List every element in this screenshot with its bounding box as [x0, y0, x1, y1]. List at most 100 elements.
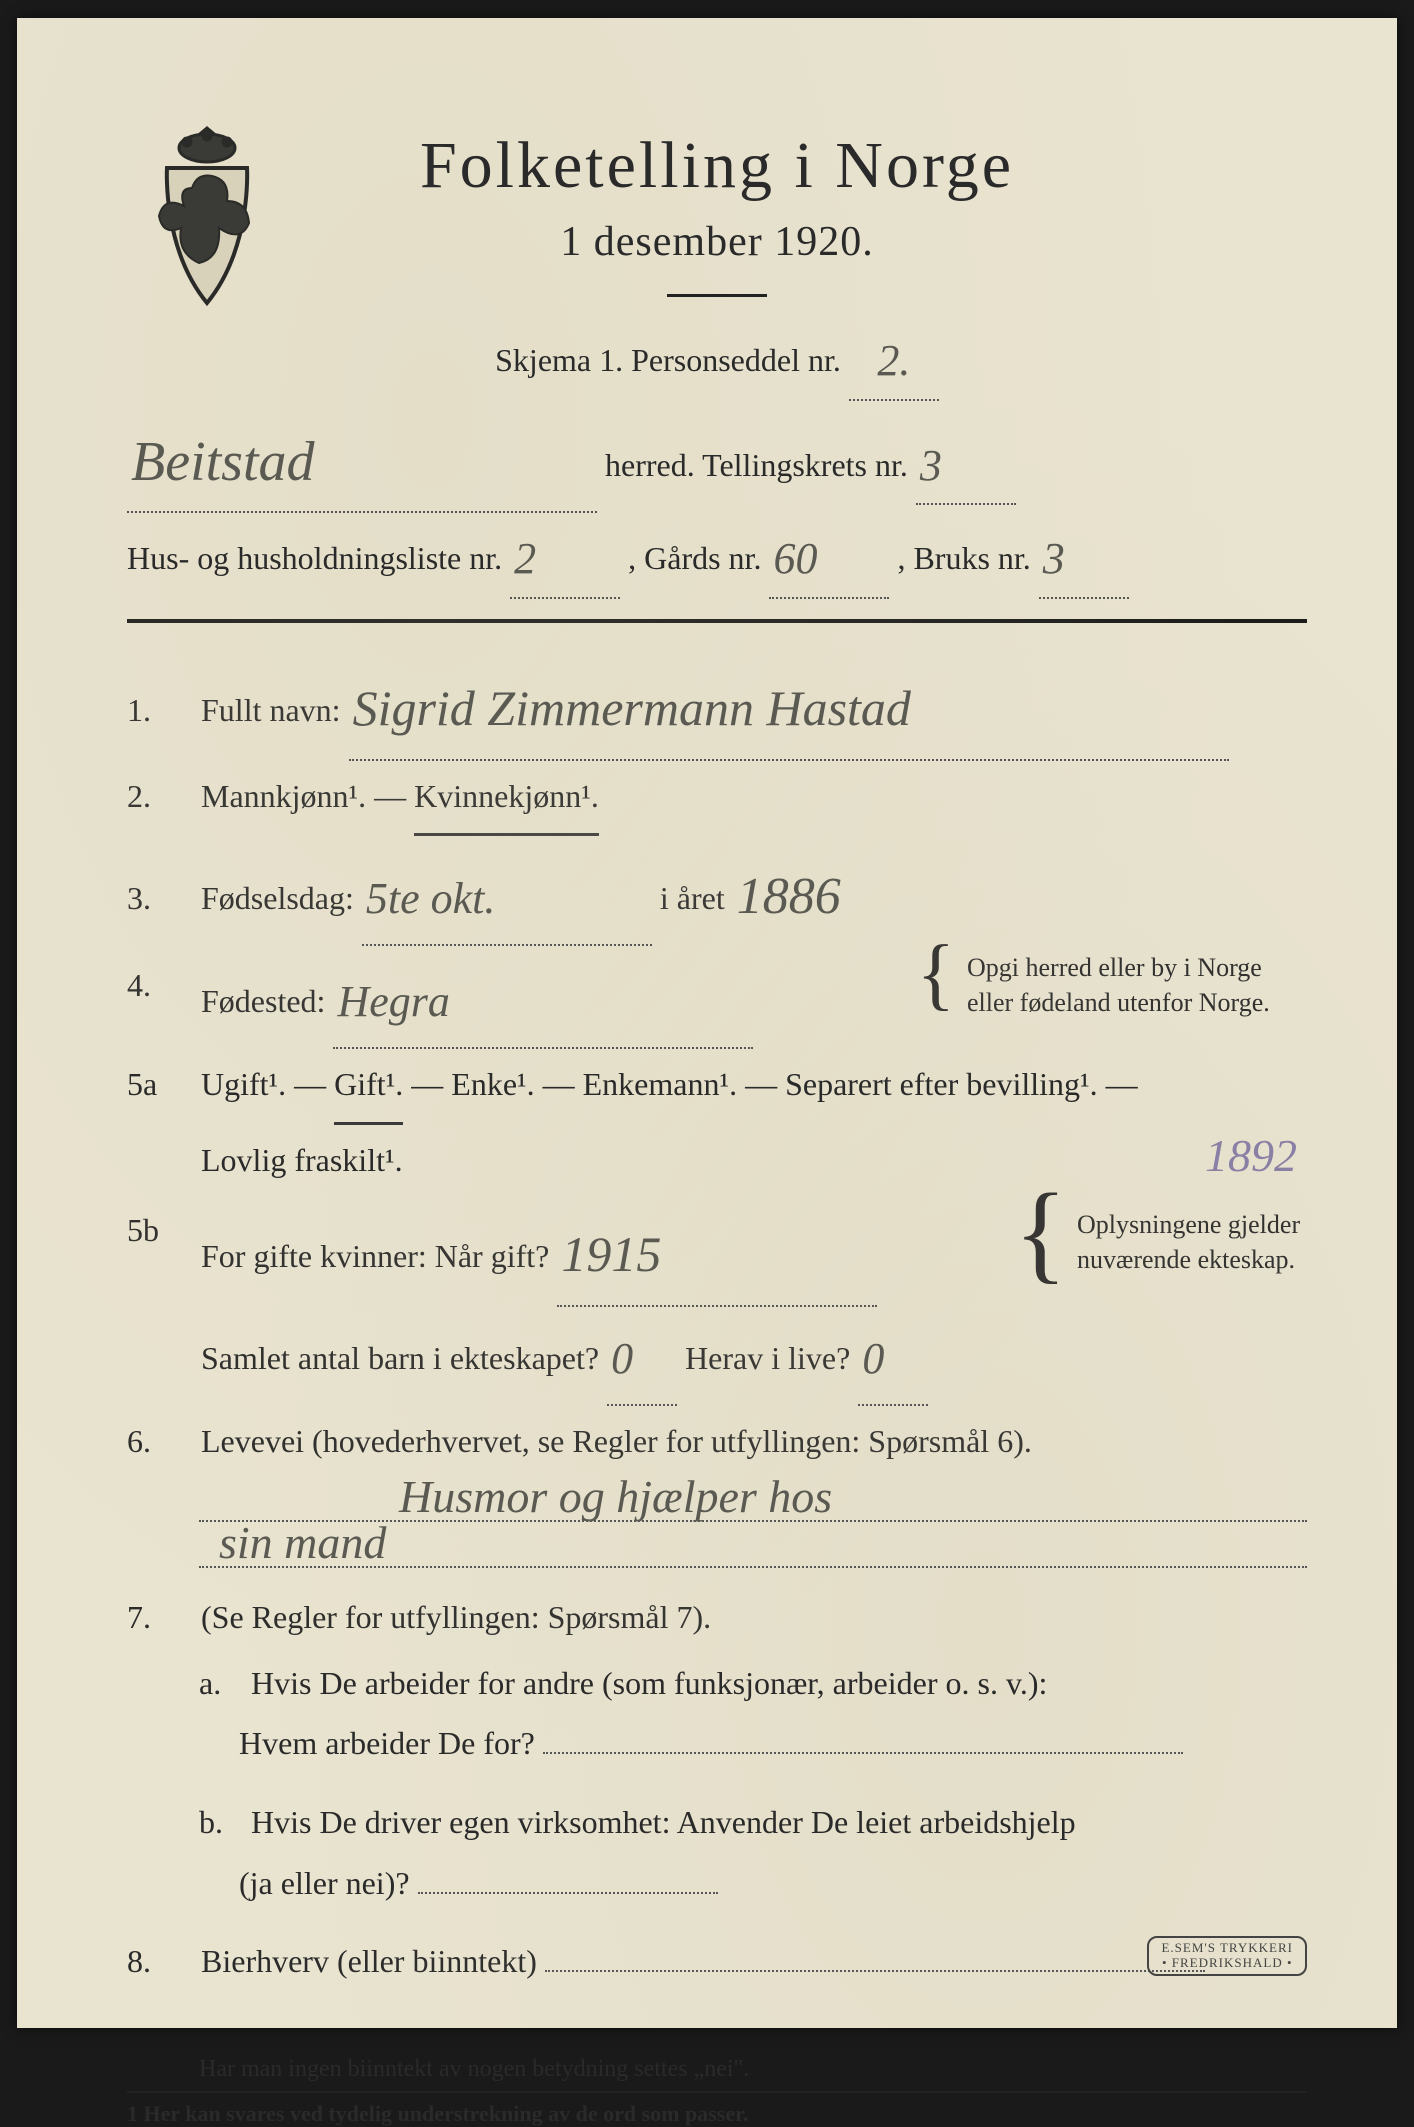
q3-num: 3.	[127, 863, 187, 933]
children-alive-value: 0	[862, 1334, 884, 1383]
q1-label: Fullt navn:	[201, 692, 341, 728]
birth-day-field[interactable]: 5te okt.	[362, 847, 652, 946]
q3-mid: i året	[660, 880, 725, 916]
question-2: 2. Mannkjønn¹. — Kvinnekjønn¹.	[127, 761, 1307, 836]
q2-num: 2.	[127, 761, 187, 831]
q7-header: (Se Regler for utfyllingen: Spørsmål 7).	[201, 1599, 711, 1635]
birth-day-value: 5te okt.	[366, 874, 496, 923]
children-total-value: 0	[611, 1334, 633, 1383]
gards-nr-field[interactable]: 60	[769, 513, 889, 599]
q5b-alive-label: Herav i live?	[685, 1340, 850, 1376]
form-title: Folketelling i Norge	[127, 128, 1307, 204]
question-7: 7. (Se Regler for utfyllingen: Spørsmål …	[127, 1582, 1307, 1652]
pencil-annotation: 1892	[1205, 1105, 1297, 1206]
birthplace-value: Hegra	[337, 977, 449, 1026]
schema-line: Skjema 1. Personseddel nr. 2.	[127, 315, 1307, 401]
schema-label: Skjema 1. Personseddel nr.	[495, 342, 841, 378]
birth-year-value: 1886	[737, 868, 841, 925]
q7a-num: a.	[199, 1653, 243, 1714]
q5b-num: 5b	[127, 1195, 187, 1265]
personseddel-nr-field[interactable]: 2.	[849, 315, 939, 401]
q8-label: Bierhverv (eller biinntekt)	[201, 1943, 537, 1979]
footnote-nei: Har man ingen biinntekt av nogen betydni…	[199, 2056, 1307, 2083]
herred-label: herred. Tellingskrets nr.	[605, 447, 908, 483]
q5a-opt6[interactable]: Lovlig fraskilt¹.	[201, 1142, 403, 1178]
q5a-opt1[interactable]: Ugift¹.	[201, 1066, 286, 1102]
full-name-value: Sigrid Zimmermann Hastad	[353, 680, 911, 736]
question-6: 6. Levevei (hovederhvervet, se Regler fo…	[127, 1406, 1307, 1476]
q5a-opt4[interactable]: Enkemann¹.	[583, 1066, 737, 1102]
footnote-underline: 1 Her kan svares ved tydelig understrekn…	[127, 2091, 1307, 2127]
q7b-text1: Hvis De driver egen virksomhet: Anvender…	[251, 1804, 1076, 1840]
q5b-side-text: Oplysningene gjelder nuværende ekteskap.	[1077, 1210, 1300, 1274]
question-5b: 5b For gifte kvinner: Når gift? 1915 Sam…	[127, 1195, 1307, 1406]
hush-nr-value: 2	[514, 534, 536, 583]
tellingskrets-value: 3	[920, 441, 942, 490]
q7b-text2: (ja eller nei)?	[239, 1865, 410, 1901]
q5a-opt2-selected[interactable]: Gift¹.	[334, 1049, 403, 1124]
q2-opt-female-selected[interactable]: Kvinnekjønn¹.	[414, 761, 599, 836]
form-date: 1 desember 1920.	[127, 218, 1307, 266]
q1-num: 1.	[127, 675, 187, 745]
divider-top	[127, 619, 1307, 623]
question-3: 3. Fødselsdag: 5te okt. i året 1886	[127, 836, 1307, 950]
herred-line: Beitstad herred. Tellingskrets nr. 3	[127, 405, 1307, 513]
children-total-field[interactable]: 0	[607, 1307, 677, 1406]
q7-num: 7.	[127, 1582, 187, 1652]
brace-icon: {	[917, 950, 955, 998]
q8-num: 8.	[127, 1926, 187, 1996]
question-7b-line2: (ja eller nei)?	[239, 1853, 1307, 1914]
tellingskrets-field[interactable]: 3	[916, 420, 1016, 506]
q5b-side-note: Oplysningene gjelder nuværende ekteskap.	[1077, 1195, 1307, 1277]
form-header: Folketelling i Norge 1 desember 1920.	[127, 128, 1307, 297]
full-name-field[interactable]: Sigrid Zimmermann Hastad	[349, 649, 1229, 761]
question-7a-line2: Hvem arbeider De for?	[239, 1713, 1307, 1774]
coat-of-arms-icon	[137, 118, 277, 318]
husholdning-line: Hus- og husholdningsliste nr. 2 , Gårds …	[127, 513, 1307, 599]
herred-value: Beitstad	[131, 431, 315, 493]
q2-opt-male: Mannkjønn¹. —	[201, 778, 414, 814]
q7b-num: b.	[199, 1792, 243, 1853]
birthplace-field[interactable]: Hegra	[333, 950, 753, 1049]
question-1: 1. Fullt navn: Sigrid Zimmermann Hastad	[127, 649, 1307, 761]
census-form-page: Folketelling i Norge 1 desember 1920. Sk…	[17, 18, 1397, 2028]
q7a-text1: Hvis De arbeider for andre (som funksjon…	[251, 1665, 1047, 1701]
q6-label: Levevei (hovederhvervet, se Regler for u…	[201, 1423, 1032, 1459]
title-rule	[667, 294, 767, 297]
question-7b: b. Hvis De driver egen virksomhet: Anven…	[199, 1792, 1307, 1853]
hired-help-field[interactable]	[418, 1892, 718, 1894]
birth-year-field[interactable]: 1886	[733, 836, 913, 950]
side-occupation-field[interactable]	[545, 1970, 1205, 1972]
personseddel-nr-value: 2.	[877, 336, 910, 385]
q4-side-note: Opgi herred eller by i Norge eller fødel…	[967, 950, 1307, 1020]
bruks-label: , Bruks nr.	[897, 540, 1030, 576]
q5a-opt5[interactable]: Separert efter bevilling¹.	[785, 1066, 1098, 1102]
bruks-nr-value: 3	[1043, 534, 1065, 583]
q3-label: Fødselsdag:	[201, 880, 354, 916]
question-7a: a. Hvis De arbeider for andre (som funks…	[199, 1653, 1307, 1714]
bruks-nr-field[interactable]: 3	[1039, 513, 1129, 599]
hush-nr-field[interactable]: 2	[510, 513, 620, 599]
married-year-field[interactable]: 1915	[557, 1195, 877, 1307]
hush-prefix: Hus- og husholdningsliste nr.	[127, 540, 502, 576]
q7a-text2: Hvem arbeider De for?	[239, 1725, 535, 1761]
q5a-opt3[interactable]: Enke¹.	[451, 1066, 534, 1102]
q5b-when-label: For gifte kvinner: Når gift?	[201, 1238, 549, 1274]
question-5a: 5a Ugift¹. — Gift¹. — Enke¹. — Enkemann¹…	[127, 1049, 1307, 1195]
question-4: 4. Fødested: Hegra { Opgi herred eller b…	[127, 950, 1307, 1049]
married-year-value: 1915	[561, 1226, 661, 1282]
q4-num: 4.	[127, 950, 187, 1020]
q4-label: Fødested:	[201, 983, 325, 1019]
printer-line2: • FREDRIKSHALD •	[1161, 1956, 1293, 1971]
q5b-children-label: Samlet antal barn i ekteskapet?	[201, 1340, 599, 1376]
occupation-value-1: Husmor og hjælper hos	[399, 1470, 832, 1523]
footnote-underline-text: 1 Her kan svares ved tydelig understrekn…	[127, 2101, 748, 2126]
printer-line1: E.SEM'S TRYKKERI	[1161, 1941, 1293, 1956]
herred-field[interactable]: Beitstad	[127, 405, 597, 513]
employer-field[interactable]	[543, 1752, 1183, 1754]
gards-nr-value: 60	[773, 534, 817, 583]
children-alive-field[interactable]: 0	[858, 1307, 928, 1406]
printer-mark: E.SEM'S TRYKKERI • FREDRIKSHALD •	[1147, 1936, 1307, 1976]
question-8: 8. Bierhverv (eller biinntekt)	[127, 1926, 1307, 1996]
occupation-field-2[interactable]: sin mand	[199, 1522, 1307, 1568]
